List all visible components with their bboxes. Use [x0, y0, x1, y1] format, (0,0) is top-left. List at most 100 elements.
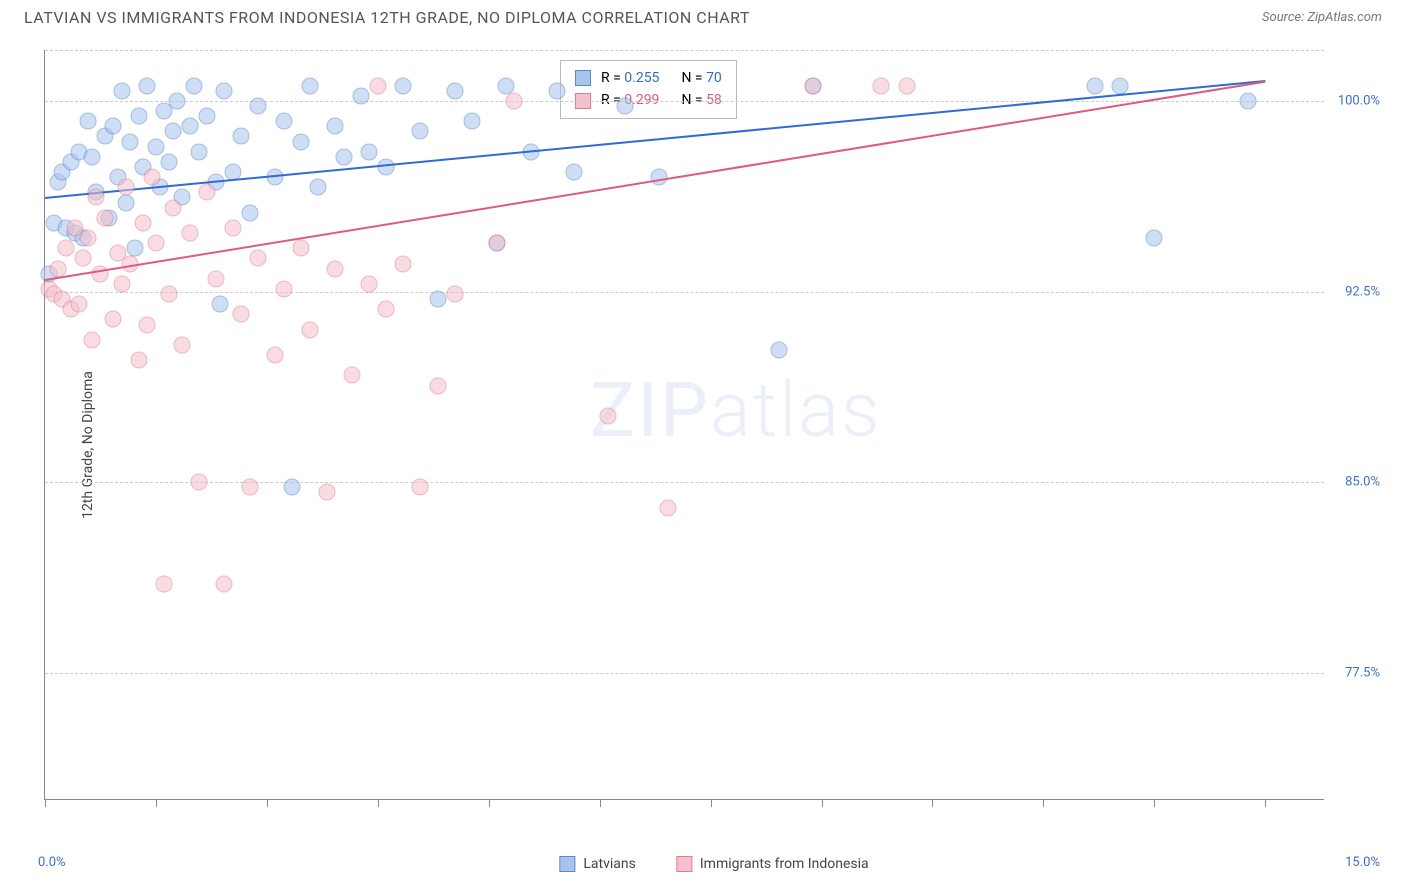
- data-point: [199, 184, 216, 201]
- data-point: [378, 301, 395, 318]
- data-point: [83, 148, 100, 165]
- data-point: [600, 408, 617, 425]
- data-point: [566, 164, 583, 181]
- data-point: [241, 204, 258, 221]
- data-point: [75, 250, 92, 267]
- data-point: [1240, 92, 1257, 109]
- data-point: [805, 77, 822, 94]
- data-point: [147, 138, 164, 155]
- data-point: [327, 260, 344, 277]
- data-point: [489, 235, 506, 252]
- y-tick-label: 77.5%: [1345, 665, 1380, 680]
- data-point: [310, 179, 327, 196]
- gridline: [45, 673, 1324, 674]
- data-point: [105, 311, 122, 328]
- data-point: [139, 316, 156, 333]
- legend-swatch: [575, 70, 591, 86]
- data-point: [361, 275, 378, 292]
- x-tick: [267, 799, 268, 807]
- plot-area: ZIPatlas R = 0.255N = 70R = 0.299N = 58 …: [44, 50, 1324, 800]
- data-point: [369, 77, 386, 94]
- data-point: [79, 230, 96, 247]
- gridline: [45, 50, 1324, 51]
- data-point: [506, 92, 523, 109]
- data-point: [118, 194, 135, 211]
- data-point: [165, 199, 182, 216]
- data-point: [113, 275, 130, 292]
- data-point: [275, 113, 292, 130]
- data-point: [143, 169, 160, 186]
- data-point: [659, 499, 676, 516]
- data-point: [58, 240, 75, 257]
- x-tick: [822, 799, 823, 807]
- data-point: [446, 82, 463, 99]
- data-point: [873, 77, 890, 94]
- data-point: [429, 291, 446, 308]
- data-point: [327, 118, 344, 135]
- data-point: [301, 77, 318, 94]
- data-point: [284, 479, 301, 496]
- data-point: [241, 479, 258, 496]
- legend-label: Immigrants from Indonesia: [700, 856, 869, 872]
- data-point: [88, 189, 105, 206]
- data-point: [199, 108, 216, 125]
- watermark: ZIPatlas: [590, 365, 882, 455]
- x-tick: [378, 799, 379, 807]
- data-point: [190, 474, 207, 491]
- data-point: [395, 255, 412, 272]
- legend-label: Latvians: [583, 856, 636, 872]
- data-point: [182, 225, 199, 242]
- data-point: [160, 153, 177, 170]
- data-point: [770, 342, 787, 359]
- data-point: [130, 352, 147, 369]
- source-label: Source: ZipAtlas.com: [1262, 10, 1382, 25]
- data-point: [1086, 77, 1103, 94]
- legend-n: N = 70: [681, 67, 721, 89]
- data-point: [79, 113, 96, 130]
- data-point: [352, 87, 369, 104]
- chart-area: 12th Grade, No Diploma ZIPatlas R = 0.25…: [44, 50, 1384, 840]
- data-point: [301, 321, 318, 338]
- data-point: [147, 235, 164, 252]
- x-tick: [1043, 799, 1044, 807]
- data-point: [139, 77, 156, 94]
- y-tick-label: 92.5%: [1345, 284, 1380, 299]
- legend-r: R = 0.255: [601, 67, 659, 89]
- data-point: [344, 367, 361, 384]
- x-tick: [489, 799, 490, 807]
- data-point: [318, 484, 335, 501]
- data-point: [1146, 230, 1163, 247]
- gridline: [45, 482, 1324, 483]
- data-point: [233, 306, 250, 323]
- x-tick: [932, 799, 933, 807]
- data-point: [211, 296, 228, 313]
- data-point: [49, 260, 66, 277]
- data-point: [378, 158, 395, 175]
- data-point: [130, 108, 147, 125]
- data-point: [267, 347, 284, 364]
- data-point: [96, 209, 113, 226]
- data-point: [92, 265, 109, 282]
- data-point: [412, 123, 429, 140]
- data-point: [165, 123, 182, 140]
- x-tick: [1265, 799, 1266, 807]
- data-point: [335, 148, 352, 165]
- data-point: [446, 286, 463, 303]
- data-point: [275, 280, 292, 297]
- data-point: [429, 377, 446, 394]
- data-point: [135, 214, 152, 231]
- data-point: [293, 133, 310, 150]
- x-tick: [711, 799, 712, 807]
- stats-legend: R = 0.255N = 70R = 0.299N = 58: [560, 60, 737, 119]
- data-point: [122, 133, 139, 150]
- data-point: [118, 179, 135, 196]
- data-point: [182, 118, 199, 135]
- data-point: [169, 92, 186, 109]
- data-point: [216, 575, 233, 592]
- data-point: [71, 296, 88, 313]
- x-max-label: 15.0%: [1345, 855, 1380, 870]
- legend-swatch: [559, 856, 575, 872]
- data-point: [113, 82, 130, 99]
- series-legend: Latvians Immigrants from Indonesia: [559, 856, 868, 872]
- data-point: [190, 143, 207, 160]
